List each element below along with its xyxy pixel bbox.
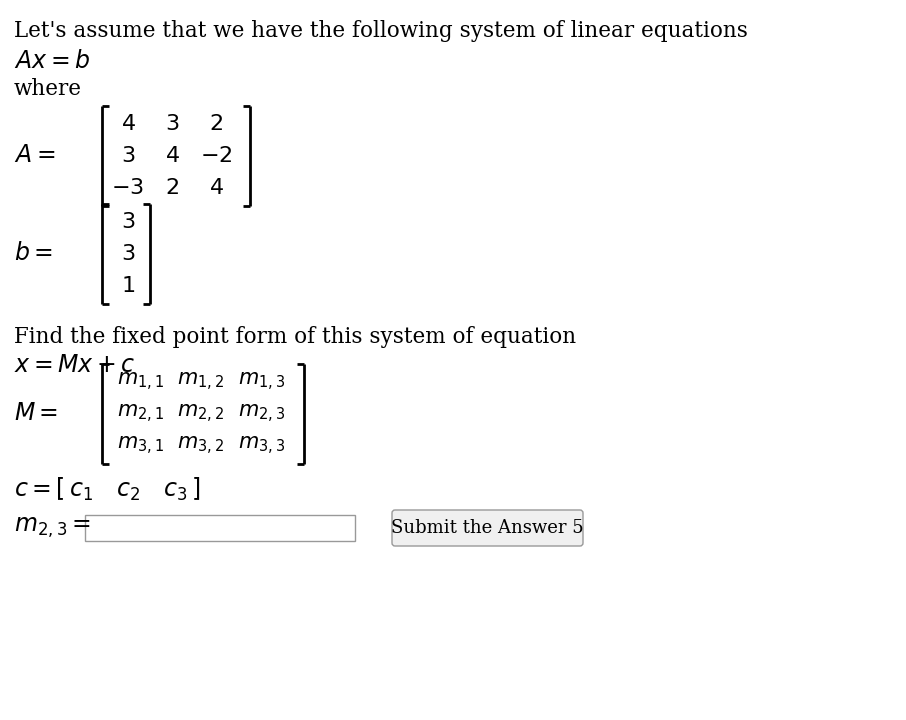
Text: $m_{3,1}$: $m_{3,1}$	[117, 435, 163, 457]
Text: where: where	[14, 78, 82, 100]
Text: Let's assume that we have the following system of linear equations: Let's assume that we have the following …	[14, 20, 747, 42]
Text: $A =$: $A =$	[14, 145, 55, 168]
Text: $m_{2,1}$: $m_{2,1}$	[117, 403, 163, 425]
Text: $2$: $2$	[165, 177, 179, 199]
Text: $m_{2,2}$: $m_{2,2}$	[177, 403, 224, 425]
Text: $m_{1,3}$: $m_{1,3}$	[238, 371, 285, 393]
Text: $-2$: $-2$	[199, 145, 232, 167]
Text: $m_{1,2}$: $m_{1,2}$	[177, 371, 224, 393]
Text: $c = \left[\, c_1 \quad c_2 \quad c_3 \,\right]$: $c = \left[\, c_1 \quad c_2 \quad c_3 \,…	[14, 476, 200, 503]
Text: $3$: $3$	[120, 211, 135, 233]
Text: $1$: $1$	[120, 275, 135, 297]
Text: $-3$: $-3$	[111, 177, 144, 199]
Text: $m_{1,1}$: $m_{1,1}$	[117, 371, 163, 393]
FancyBboxPatch shape	[392, 510, 583, 546]
Text: $m_{2,3}{=}$: $m_{2,3}{=}$	[14, 516, 92, 540]
Text: $3$: $3$	[120, 145, 135, 167]
Text: $x = Mx + c$: $x = Mx + c$	[14, 354, 136, 377]
Text: $m_{2,3}$: $m_{2,3}$	[238, 403, 285, 425]
Text: $2$: $2$	[209, 113, 223, 135]
Text: Submit the Answer 5: Submit the Answer 5	[391, 519, 583, 537]
Text: $M =$: $M =$	[14, 402, 58, 426]
Text: $m_{3,3}$: $m_{3,3}$	[238, 435, 285, 457]
Text: $Ax = b$: $Ax = b$	[14, 50, 91, 73]
Text: $3$: $3$	[165, 113, 179, 135]
Text: $4$: $4$	[120, 113, 135, 135]
Text: $4$: $4$	[208, 177, 224, 199]
Text: Find the fixed point form of this system of equation: Find the fixed point form of this system…	[14, 326, 576, 348]
Text: $3$: $3$	[120, 243, 135, 265]
Text: $b =$: $b =$	[14, 243, 53, 266]
Text: $m_{3,2}$: $m_{3,2}$	[177, 435, 224, 457]
FancyBboxPatch shape	[85, 515, 355, 541]
Text: $4$: $4$	[165, 145, 179, 167]
